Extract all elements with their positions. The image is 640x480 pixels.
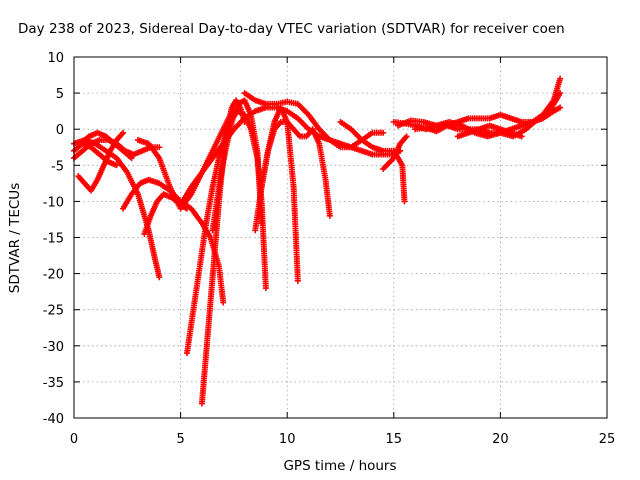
series-arc21 [454,122,525,140]
grid-layer [74,57,607,418]
y-tick-label: -40 [43,412,64,427]
y-tick-label: -25 [43,304,64,319]
y-tick-label: -5 [51,159,64,174]
y-axis-label: SDTVAR / TECUs [7,183,23,293]
x-tick-label: 10 [279,432,296,447]
y-tick-label: 5 [56,87,64,102]
data-point [120,129,127,136]
y-tick-label: -15 [43,232,64,247]
data-point [220,299,227,306]
x-axis-label: GPS time / hours [283,458,396,474]
data-point [403,133,410,140]
x-tick-label: 25 [599,432,616,447]
y-tick-label: 0 [56,123,64,138]
data-point [156,144,163,151]
y-tick-label: -30 [43,340,64,355]
y-tick-label: 10 [47,51,64,66]
data-point [156,274,163,281]
x-tick-label: 5 [176,432,184,447]
data-point [380,129,387,136]
data-point [557,75,564,82]
x-tick-label: 20 [492,432,509,447]
series-arc11 [198,97,248,407]
data-point [262,285,269,292]
data-points [71,75,564,407]
series-arc17 [380,133,410,172]
series-arc15 [241,90,387,151]
data-point [557,104,564,111]
chart-title: Day 238 of 2023, Sidereal Day-to-day VTE… [18,21,565,37]
data-point [401,198,408,205]
y-tick-label: -20 [43,268,64,283]
x-tick-label: 0 [70,432,78,447]
series-arc5 [77,129,135,162]
data-point [183,205,190,212]
y-axis-ticks: 10 5 0 -5 -10 -15 -20 -25 -30 -35 -40 [43,51,607,427]
series-arc12 [209,97,265,234]
series-arc20 [412,75,564,135]
y-tick-label: -10 [43,195,64,210]
series-arc14 [258,104,301,284]
data-point [294,277,301,284]
x-tick-label: 15 [386,432,403,447]
data-point [128,155,135,162]
data-point [241,118,248,125]
data-point [258,220,265,227]
y-tick-label: -35 [43,376,64,391]
data-point [113,162,120,169]
data-point [518,133,525,140]
series-arc7 [141,191,190,237]
data-point [326,212,333,219]
series-arc1 [71,137,163,281]
x-axis-ticks: 0 5 10 15 20 25 [70,57,615,447]
